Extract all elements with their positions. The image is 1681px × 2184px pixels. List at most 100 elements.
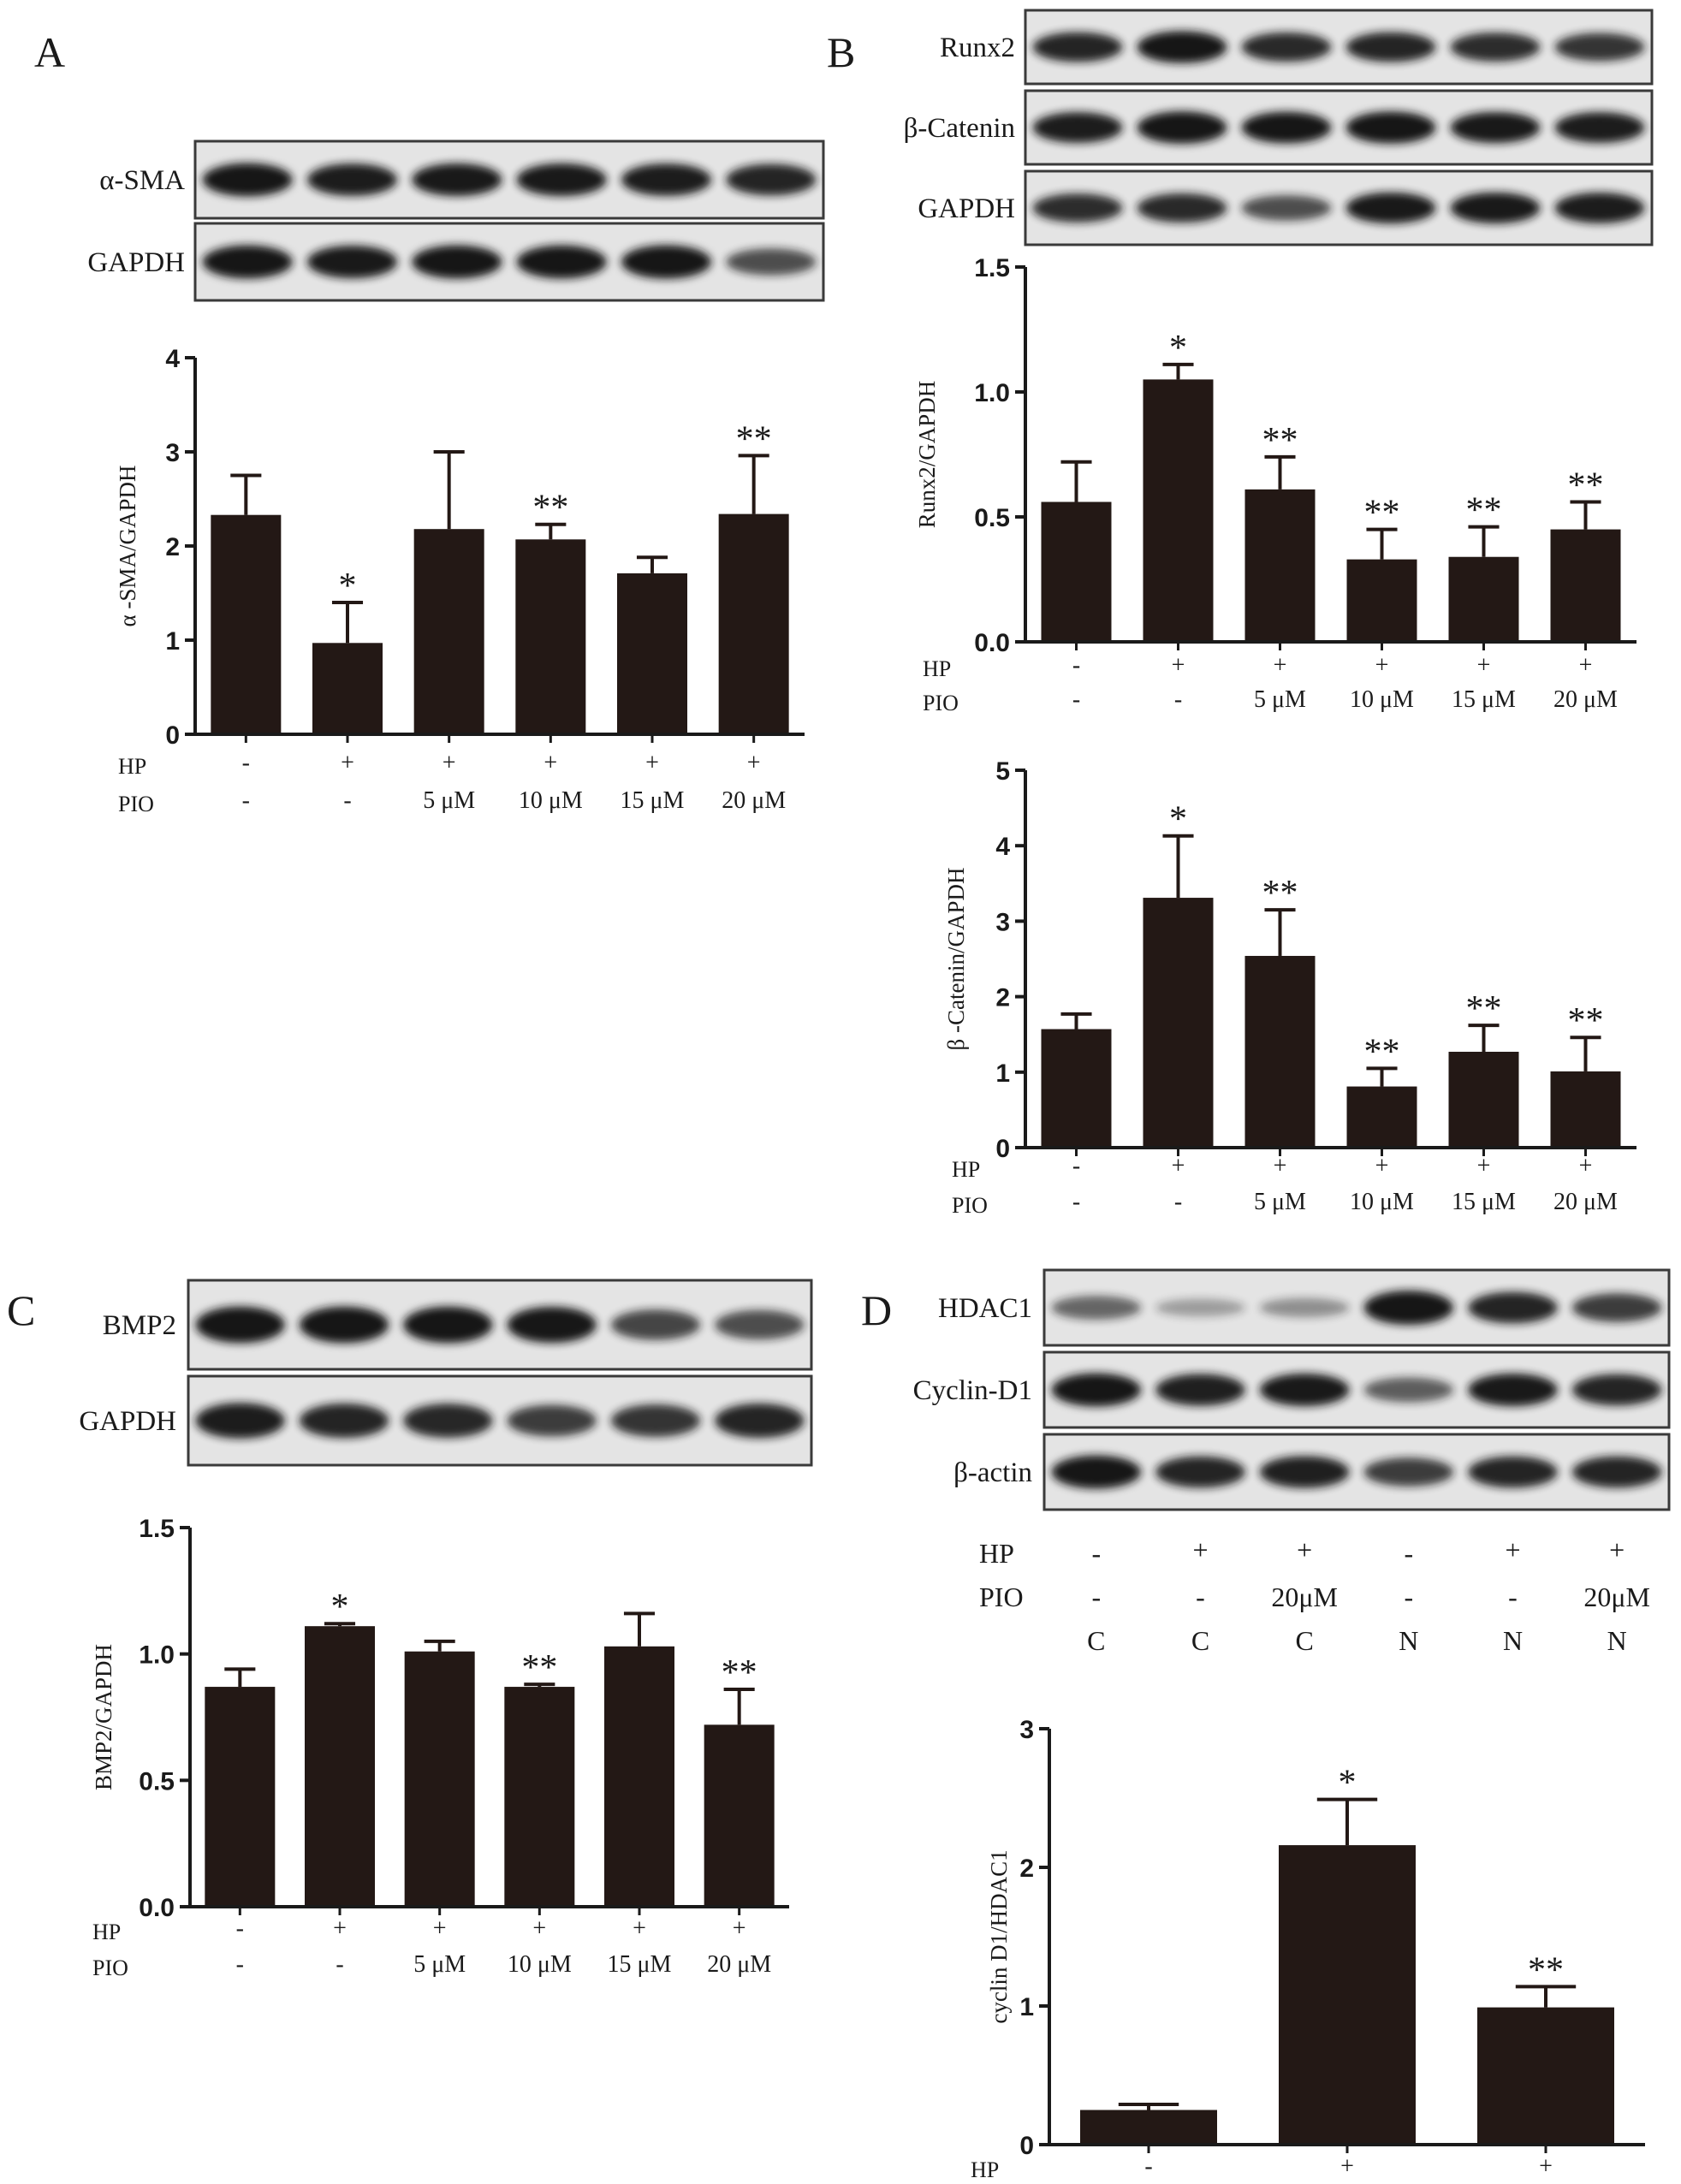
significance-mark: ** [736,419,772,459]
condition-value: 15 μM [1452,686,1516,713]
condition-value: - [1092,1582,1102,1612]
blot-band [507,1404,597,1437]
y-tick-label: 1 [995,1059,1010,1088]
y-tick-label: 4 [995,833,1010,861]
blot-strip [193,222,825,302]
blot-band [1345,32,1436,62]
blot-band [1468,1373,1558,1407]
condition-value: 20 μM [1553,686,1618,713]
condition-value: 5 μM [423,787,475,814]
blot-band [1051,1373,1142,1407]
condition-value: + [733,1915,746,1942]
bar [604,1646,674,1907]
blot-strip [187,1374,813,1467]
y-tick-label: 3 [165,439,180,467]
bar [1143,898,1214,1148]
panel-letter-c: C [7,1286,35,1334]
condition-value: + [1539,2153,1553,2180]
blot-band [1450,111,1541,144]
significance-mark: ** [1466,989,1502,1029]
blot-strip [1024,169,1654,246]
bar [1080,2110,1217,2145]
y-tick-label: 2 [1019,1855,1034,1883]
blot-band [1571,1293,1662,1322]
blot-band [516,163,607,197]
blot-label: β-Catenin [904,113,1015,144]
significance-mark: ** [1262,874,1298,913]
condition-value: 10 μM [519,787,583,814]
condition-value: + [1192,1534,1208,1565]
blot-strip [1042,1350,1671,1429]
condition-value: - [1196,1582,1205,1612]
blot-band [403,1404,493,1438]
blot-label: HDAC1 [938,1293,1032,1324]
y-tick-label: 1.5 [974,254,1010,282]
condition-value: + [532,1915,546,1942]
condition-value: + [1505,1534,1520,1565]
condition-value: - [1174,686,1182,713]
blot-row: HDAC1 [938,1268,1671,1347]
blot-strip [1042,1433,1671,1511]
blot-band [610,1309,701,1340]
condition-name: PIO [118,792,154,816]
bar [504,1687,575,1907]
condition-value: 20 μM [1553,1189,1618,1215]
condition-value: - [236,1915,244,1942]
blot-label: BMP2 [103,1310,176,1341]
significance-mark: ** [1262,421,1298,460]
blot-band [306,163,398,196]
condition-value: + [1579,1153,1593,1179]
y-axis-title: β -Catenin/GAPDH [943,868,969,1051]
condition-value: C [1191,1625,1209,1656]
blot-band [412,163,502,197]
bar [1346,559,1417,642]
significance-mark: * [1339,1764,1357,1803]
condition-value: 5 μM [413,1951,466,1978]
blot-band [1241,111,1332,144]
blot-row: Runx2 [940,9,1654,86]
blot-band [1259,1456,1350,1488]
blot-band [1345,111,1436,144]
significance-mark: ** [1364,494,1400,533]
panel-letter-d: D [861,1286,892,1334]
condition-value: + [1340,2153,1354,2180]
condition-value: 15 μM [621,787,685,814]
significance-mark: ** [722,1653,757,1693]
condition-name: HP [92,1920,121,1944]
condition-value: C [1295,1625,1313,1656]
blot-strip [1024,9,1654,86]
blot-row: α-SMA [99,139,825,220]
condition-name: PIO [979,1582,1024,1612]
condition-value: - [1508,1582,1518,1612]
y-axis-title: α -SMA/GAPDH [115,466,140,627]
y-tick-label: 1.5 [139,1515,175,1543]
condition-value: + [633,1915,646,1942]
blot-label: GAPDH [87,247,185,278]
blot-strip [193,139,825,220]
blot-band [1241,195,1332,221]
significance-mark: ** [521,1648,557,1688]
blot-label: GAPDH [918,193,1015,224]
bar [1346,1086,1417,1148]
condition-value: - [1072,1153,1080,1179]
blot-strip [187,1279,813,1371]
bar [312,643,383,734]
blot-band [195,1403,285,1439]
condition-value: + [433,1915,447,1942]
blot-row: β-actin [953,1433,1671,1511]
condition-value: 15 μM [608,1951,672,1978]
blot-label: Runx2 [940,33,1015,63]
y-tick-label: 3 [1019,1716,1034,1744]
significance-mark: ** [1466,491,1502,531]
blot-band [1032,193,1123,223]
blot-label: Cyclin-D1 [913,1375,1032,1406]
bar [617,573,687,734]
condition-value: N [1607,1625,1627,1656]
blot-band [1450,33,1541,62]
significance-mark: * [1169,329,1187,368]
y-tick-label: 0.5 [139,1767,175,1795]
bar [704,1724,775,1907]
significance-mark: * [1169,800,1187,840]
